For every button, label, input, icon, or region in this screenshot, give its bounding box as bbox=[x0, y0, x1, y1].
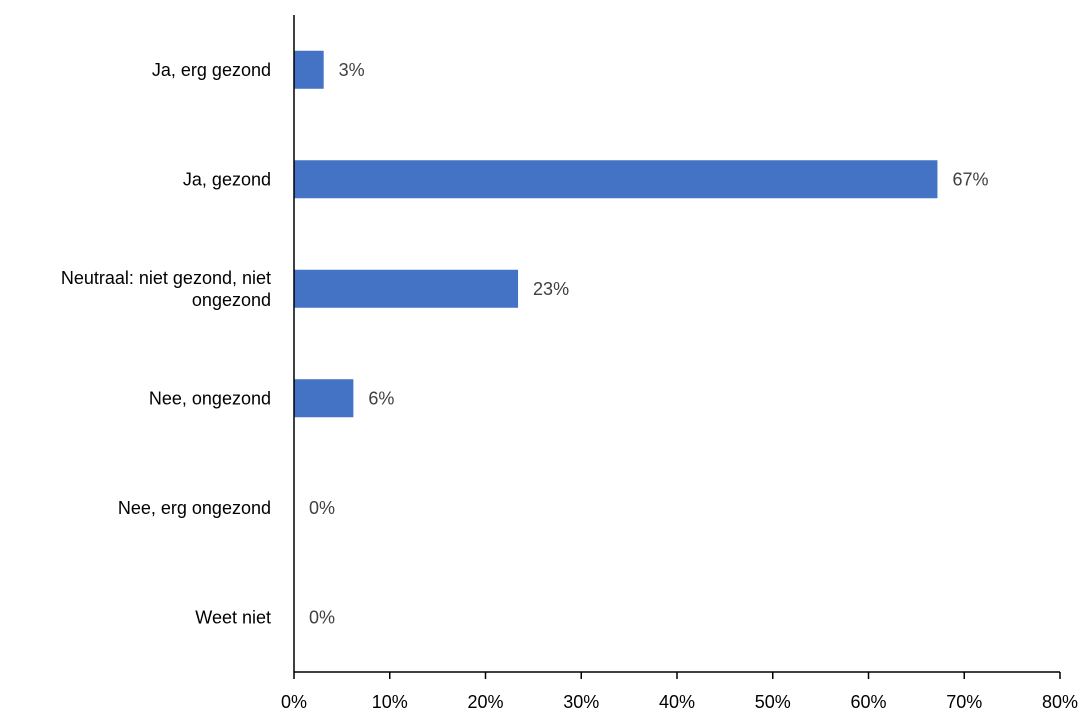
x-tick-label: 80% bbox=[1042, 692, 1078, 712]
data-label: 0% bbox=[309, 498, 335, 518]
bar bbox=[294, 379, 354, 418]
category-label: Nee, ongezond bbox=[149, 388, 271, 408]
bars-group bbox=[294, 50, 938, 418]
x-tick-label: 60% bbox=[850, 692, 886, 712]
x-tick-label: 30% bbox=[563, 692, 599, 712]
x-tick-label: 70% bbox=[946, 692, 982, 712]
data-label: 0% bbox=[309, 607, 335, 627]
bar bbox=[294, 269, 519, 308]
data-label: 3% bbox=[339, 60, 365, 80]
x-tick-label: 0% bbox=[281, 692, 307, 712]
x-tick-label: 40% bbox=[659, 692, 695, 712]
data-label: 6% bbox=[368, 388, 394, 408]
x-tick-label: 50% bbox=[755, 692, 791, 712]
data-labels-group: 3% 67% 23% 6% 0% 0% bbox=[309, 60, 988, 628]
data-label: 23% bbox=[533, 279, 569, 299]
category-label: Ja, gezond bbox=[183, 169, 271, 189]
x-tick-label: 20% bbox=[467, 692, 503, 712]
category-labels-group: Ja, erg gezond Ja, gezond Neutraal: niet g… bbox=[61, 60, 271, 628]
category-label: Neutraal: niet gezond, niet bbox=[61, 268, 271, 288]
bar bbox=[294, 50, 324, 89]
x-axis: 0% 10% 20% 30% 40% 50% 60% 70% 80% bbox=[281, 671, 1078, 712]
category-label: ongezond bbox=[192, 290, 271, 310]
category-label: Ja, erg gezond bbox=[152, 60, 271, 80]
category-label: Weet niet bbox=[195, 607, 271, 627]
x-tick-label: 10% bbox=[372, 692, 408, 712]
category-label: Nee, erg ongezond bbox=[118, 498, 271, 518]
bar bbox=[294, 160, 938, 199]
data-label: 67% bbox=[952, 169, 988, 189]
